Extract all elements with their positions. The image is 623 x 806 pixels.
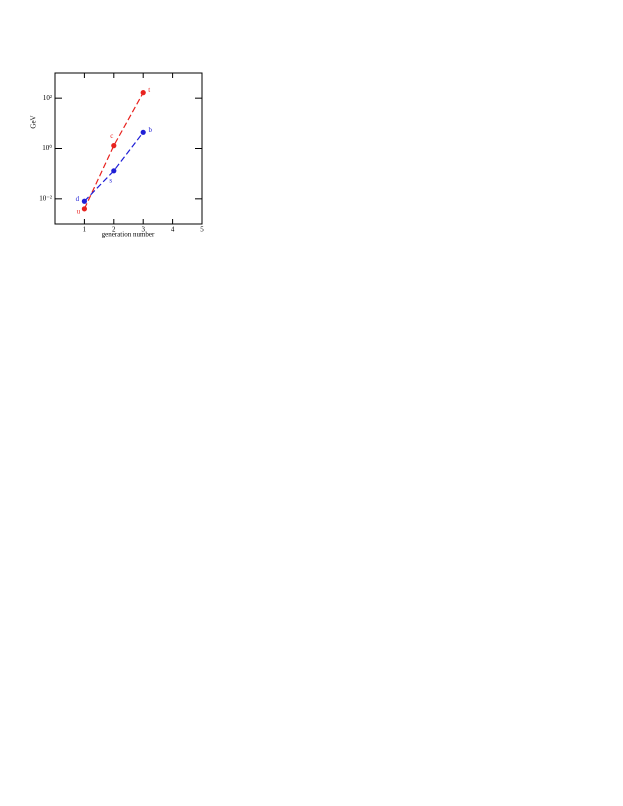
x-tick-label: 4 bbox=[171, 226, 175, 234]
point-label: u bbox=[77, 207, 81, 215]
point-label: t bbox=[148, 86, 150, 94]
point bbox=[81, 198, 87, 204]
y-tick-label: 10⁻² bbox=[39, 194, 52, 202]
x-tick-label: 3 bbox=[141, 226, 145, 234]
point-label: c bbox=[110, 132, 113, 140]
x-tick-label: 2 bbox=[112, 226, 116, 234]
y-axis-label: GeV bbox=[30, 115, 38, 128]
y-tick-label: 10² bbox=[43, 94, 52, 102]
x-tick-label: 5 bbox=[200, 226, 204, 234]
x-axis-label: generation number bbox=[102, 231, 155, 239]
point bbox=[81, 206, 87, 212]
trend-line bbox=[83, 131, 144, 202]
point-label: b bbox=[148, 126, 152, 134]
point bbox=[140, 90, 146, 96]
point bbox=[140, 129, 146, 135]
y-tick-label: 10⁰ bbox=[42, 144, 52, 152]
point bbox=[111, 168, 117, 174]
point bbox=[111, 143, 117, 149]
trend-line bbox=[83, 92, 144, 210]
point-label: s bbox=[109, 176, 112, 184]
x-tick-label: 1 bbox=[83, 226, 87, 234]
point-label: d bbox=[76, 195, 80, 203]
